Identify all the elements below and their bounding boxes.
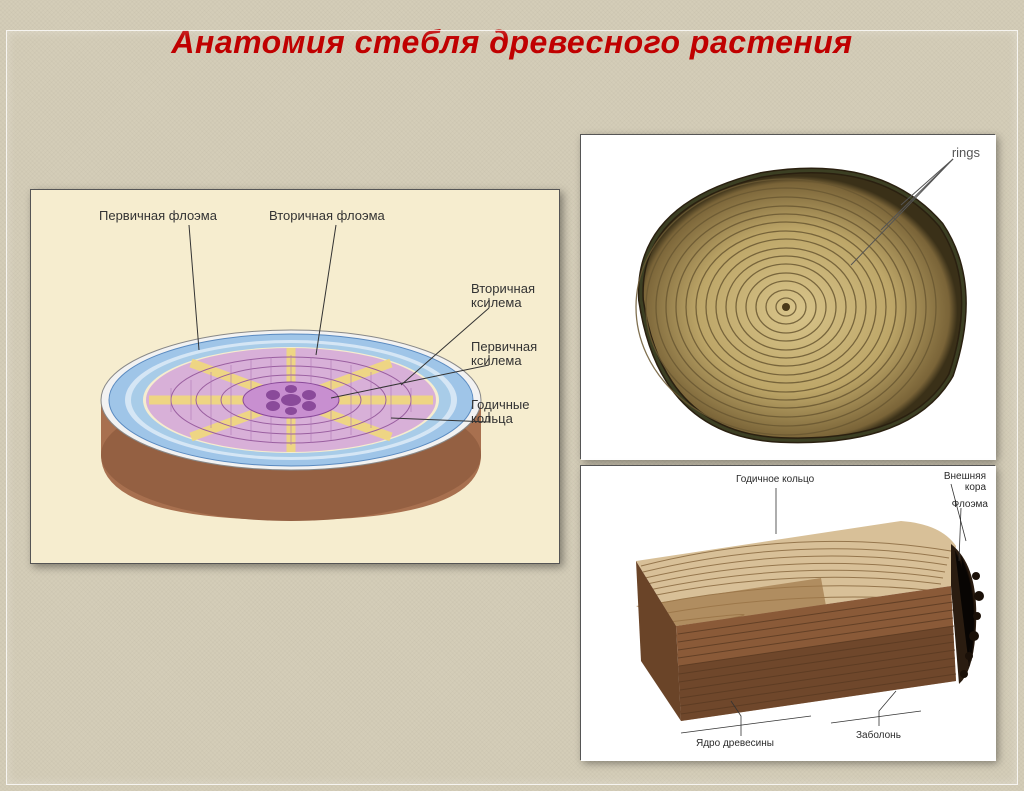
label-outer-bark: Внешняя кора [926,471,986,493]
label-heartwood: Ядро древесины [696,738,774,749]
tree-rings-photo: rings [580,134,995,459]
wood-block-diagram: Годичное кольцо Внешняя кора Флоэма Ядро… [580,465,995,760]
label-annual-rings: Годичные кольца [471,398,551,427]
label-primary-xylem: Первичная ксилема [471,340,551,369]
stem-cross-section-diagram: Первичная флоэма Вторичная флоэма Вторич… [30,189,560,564]
label-primary-phloem: Первичная флоэма [99,208,217,223]
label-secondary-phloem: Вторичная флоэма [269,208,385,223]
label-rings: rings [952,145,980,160]
label-sapwood: Заболонь [856,730,901,741]
label-phloem: Флоэма [952,499,988,510]
label-secondary-xylem: Вторичная ксилема [471,282,551,311]
label-annual-ring: Годичное кольцо [736,474,814,485]
